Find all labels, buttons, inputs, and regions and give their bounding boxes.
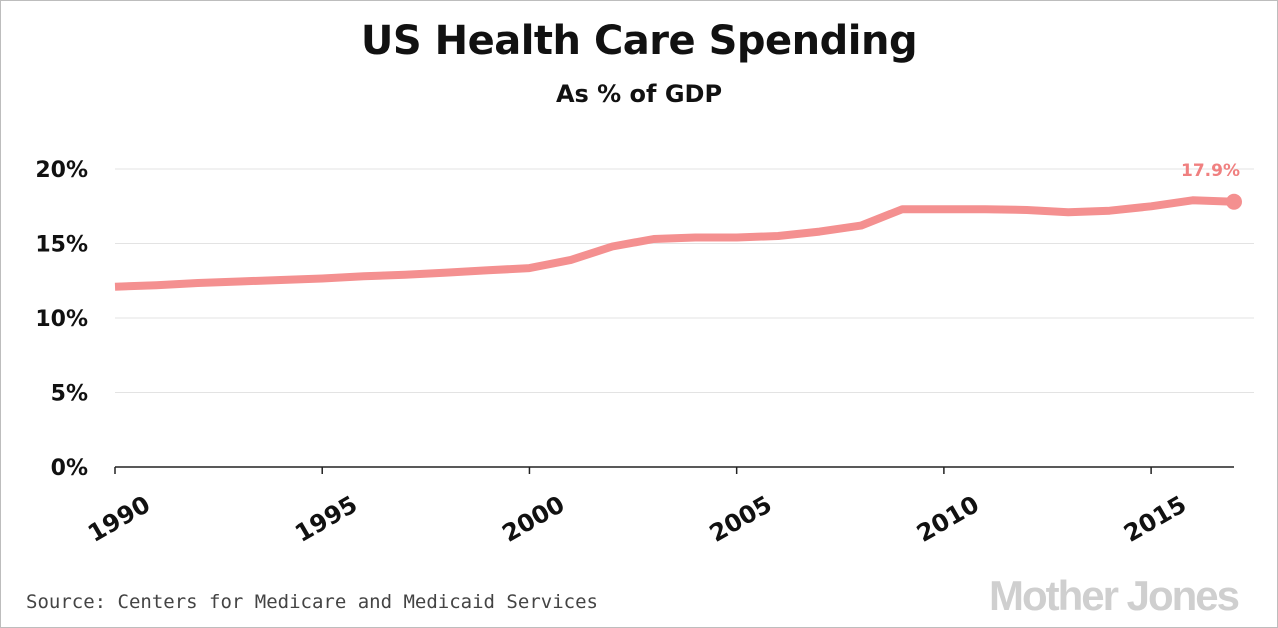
chart-subtitle: As % of GDP	[555, 80, 723, 108]
x-tick-label: 2010	[912, 490, 984, 548]
source-note: Source: Centers for Medicare and Medicai…	[26, 591, 598, 613]
y-tick-label: 5%	[51, 382, 88, 407]
x-tick-label: 2015	[1119, 490, 1191, 548]
series-line	[114, 196, 1235, 291]
publisher-logo: Mother Jones	[988, 572, 1240, 619]
x-tick-label: 2005	[705, 490, 777, 548]
y-tick-label: 0%	[51, 456, 88, 481]
end-point-marker	[1226, 193, 1242, 210]
y-tick-label: 15%	[35, 233, 88, 258]
x-tick-label: 1990	[83, 490, 155, 548]
x-tick-label: 2000	[498, 490, 570, 548]
y-tick-label: 10%	[35, 307, 88, 332]
end-value-label: 17.9%	[1181, 161, 1240, 181]
y-tick-label: 20%	[35, 158, 88, 183]
x-tick-label: 1995	[290, 490, 362, 548]
chart-title: US Health Care Spending	[360, 18, 918, 64]
